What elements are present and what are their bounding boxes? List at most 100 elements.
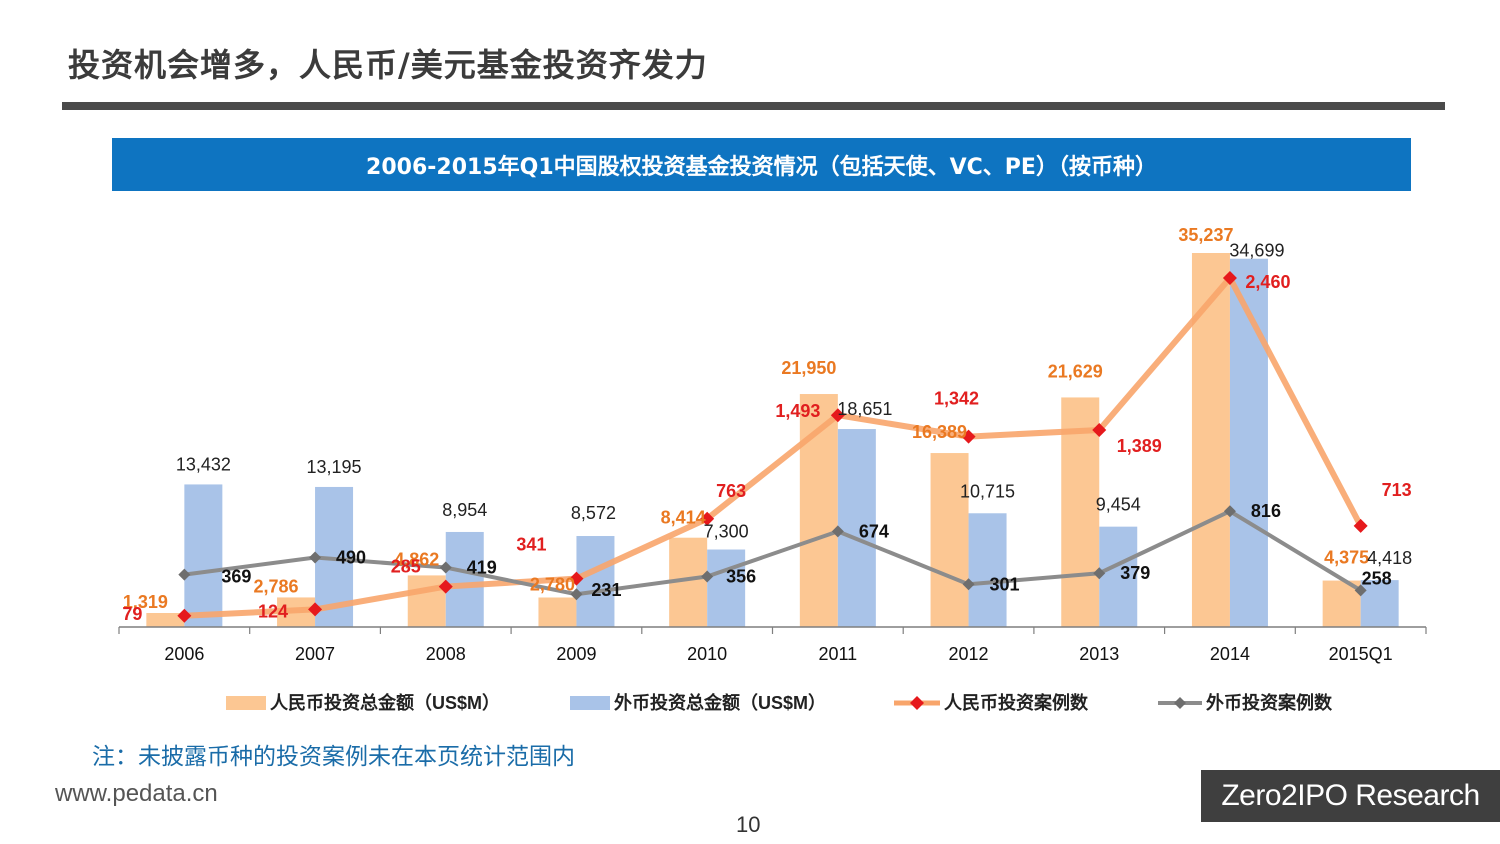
fx-count-marker (570, 588, 583, 601)
fx-count-marker (1093, 567, 1106, 580)
rmb-amount-bar (146, 613, 185, 627)
legend-fx-count-marker (1174, 697, 1186, 709)
fx-amount-label: 13,432 (176, 454, 231, 474)
fx-count-label: 369 (221, 567, 251, 587)
title-divider (62, 102, 1445, 110)
footnote: 注：未披露币种的投资案例未在本页统计范围内 (92, 744, 575, 770)
rmb-count-marker (308, 602, 323, 617)
fx-count-marker (701, 570, 714, 583)
legend-fx-count-label: 外币投资案例数 (1206, 692, 1333, 713)
rmb-count-marker (1353, 518, 1368, 533)
x-axis-ticks (118, 627, 1427, 634)
fx-amount-label: 34,699 (1229, 241, 1284, 261)
legend-rmb-amount-label: 人民币投资总金额（US$M） (270, 692, 500, 713)
rmb-count-label: 285 (391, 557, 421, 577)
rmb-amount-label: 2,780 (530, 574, 575, 594)
fx-amount-bar (184, 484, 223, 627)
fx-count-line (184, 509, 1362, 597)
rmb-amount-label: 1,319 (123, 592, 168, 612)
rmb-amount-label: 4,862 (394, 549, 439, 569)
fx-count-label: 356 (726, 566, 756, 586)
fx-amount-label: 9,454 (1096, 495, 1141, 515)
fx-amount-bar (968, 513, 1007, 627)
fx-count-label: 419 (467, 558, 497, 578)
rmb-amount-label: 8,414 (661, 508, 706, 528)
fx-amount-bar (1099, 526, 1138, 627)
fx-amount-bar (445, 531, 484, 627)
rmb-count-marker (830, 408, 845, 423)
fx-amount-bar (1360, 580, 1399, 627)
rmb-count-label: 1,493 (775, 401, 820, 421)
rmb-amount-label: 21,950 (781, 358, 836, 378)
chart-title-banner: 2006-2015年Q1中国股权投资基金投资情况（包括天使、VC、PE）（按币种… (112, 138, 1411, 191)
fx-amount-label: 18,651 (837, 399, 892, 419)
legend-fx-amount-label: 外币投资总金额（US$M） (614, 692, 826, 713)
rmb-amount-label: 2,786 (254, 576, 299, 596)
legend: 人民币投资总金额（US$M） 外币投资总金额（US$M） 人民币投资案例数 外币投资案… (226, 692, 1333, 713)
rmb-count-label: 763 (716, 481, 746, 501)
website-link[interactable]: www.pedata.cn (55, 780, 218, 807)
fx-count-label: 490 (336, 547, 366, 567)
fx-count-label: 816 (1251, 501, 1281, 521)
fx-count-marker (1223, 505, 1236, 518)
fx-amount-bar (837, 429, 876, 627)
fx-amount-label: 8,572 (571, 503, 616, 523)
rmb-amount-bar (1061, 397, 1100, 627)
rmb-count-label: 2,460 (1245, 272, 1290, 292)
rmb-count-marker (1092, 422, 1107, 437)
rmb-count-label: 1,342 (934, 389, 979, 409)
rmb-count-label: 341 (516, 535, 546, 555)
rmb-count-line (184, 275, 1364, 619)
rmb-amount-label: 35,237 (1178, 225, 1233, 245)
fx-count-label: 231 (591, 580, 621, 600)
category-label: 2008 (426, 644, 466, 664)
fx-amount-label: 7,300 (704, 522, 749, 542)
rmb-amount-bar (407, 575, 446, 627)
fx-count-marker (309, 551, 322, 564)
category-label: 2015Q1 (1329, 644, 1393, 664)
category-label: 2012 (949, 644, 989, 664)
fx-amount-label: 8,954 (442, 500, 487, 520)
category-label: 2013 (1079, 644, 1119, 664)
fx-amount-label: 10,715 (960, 481, 1015, 501)
category-labels: 2006 2007 2008 2009 2010 2011 2012 2013 2014 2015… (164, 644, 1392, 664)
category-label: 2010 (687, 644, 727, 664)
rmb-count-marker (700, 511, 715, 526)
category-label: 2007 (295, 644, 335, 664)
fx-count-marker (831, 525, 844, 538)
legend-fx-amount-swatch (570, 696, 610, 710)
category-label: 2011 (818, 644, 857, 664)
rmb-count-label: 124 (258, 601, 288, 621)
rmb-amount-label: 21,629 (1048, 361, 1103, 381)
fx-count-label: 674 (859, 521, 889, 541)
fx-count-marker (962, 578, 975, 591)
category-label: 2009 (556, 644, 596, 664)
fx-amount-bar (707, 549, 746, 627)
rmb-count-marker (1222, 271, 1237, 285)
rmb-count-label: 79 (122, 604, 142, 624)
fx-count-label: 379 (1120, 563, 1150, 583)
rmb-amount-label: 16,389 (912, 422, 967, 442)
brand-logo: Zero2IPO Research (1201, 770, 1500, 822)
page-title: 投资机会增多，人民币/美元基金投资齐发力 (68, 46, 708, 84)
rmb-count-marker (177, 608, 192, 623)
count-lines (184, 275, 1364, 619)
fx-count-marker (1354, 584, 1367, 597)
category-label: 2014 (1210, 644, 1250, 664)
rmb-amount-bar (538, 597, 577, 627)
fx-amount-label: 13,195 (307, 457, 362, 477)
fx-count-label: 258 (1362, 568, 1392, 588)
fx-count-marker (178, 568, 191, 581)
page-number: 10 (736, 812, 761, 837)
rmb-count-marker (569, 571, 584, 586)
rmb-amount-bar (930, 453, 969, 627)
legend-rmb-count-marker (910, 696, 924, 710)
fx-count-label: 301 (990, 574, 1020, 594)
legend-rmb-count-label: 人民币投资案例数 (944, 692, 1089, 713)
rmb-count-marker (961, 429, 976, 444)
rmb-amount-label: 4,375 (1324, 548, 1369, 568)
fx-amount-bar (576, 536, 615, 627)
category-label: 2006 (164, 644, 204, 664)
legend-rmb-amount-swatch (226, 696, 266, 710)
